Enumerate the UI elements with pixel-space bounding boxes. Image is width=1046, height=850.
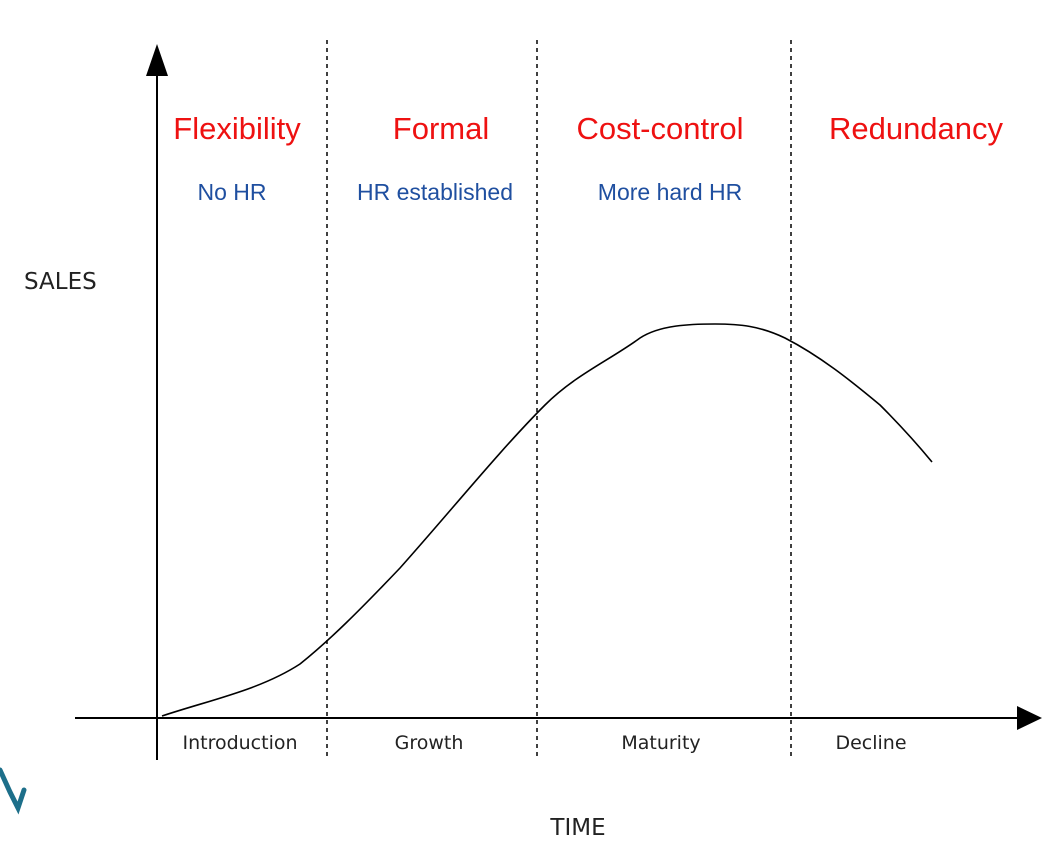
- stage-label-decline: Decline: [835, 732, 906, 754]
- phase-hr-notes: No HR HR established More hard HR: [197, 179, 742, 205]
- axes: [75, 44, 1042, 760]
- phase-dividers: [326, 40, 792, 760]
- phase-titles: Flexibility Formal Cost-control Redundan…: [173, 111, 1003, 146]
- stage-labels: Introduction Growth Maturity Decline: [182, 732, 906, 754]
- stage-label-growth: Growth: [395, 732, 464, 754]
- sales-curve: [161, 323, 933, 717]
- y-axis-arrow-icon: [146, 44, 168, 76]
- phase-title-flexibility: Flexibility: [173, 111, 301, 146]
- phase-hr-maturity: More hard HR: [598, 179, 742, 205]
- y-axis-label: SALES: [24, 269, 97, 295]
- stage-label-introduction: Introduction: [182, 732, 297, 754]
- phase-hr-growth: HR established: [357, 179, 513, 205]
- stage-label-maturity: Maturity: [621, 732, 700, 754]
- phase-title-formal: Formal: [393, 111, 489, 146]
- x-axis-arrow-icon: [1017, 706, 1042, 730]
- partial-logo-icon: [0, 767, 27, 815]
- phase-title-redundancy: Redundancy: [829, 111, 1004, 146]
- x-axis-label: TIME: [549, 815, 605, 841]
- phase-hr-introduction: No HR: [197, 179, 266, 205]
- phase-title-cost-control: Cost-control: [576, 111, 743, 146]
